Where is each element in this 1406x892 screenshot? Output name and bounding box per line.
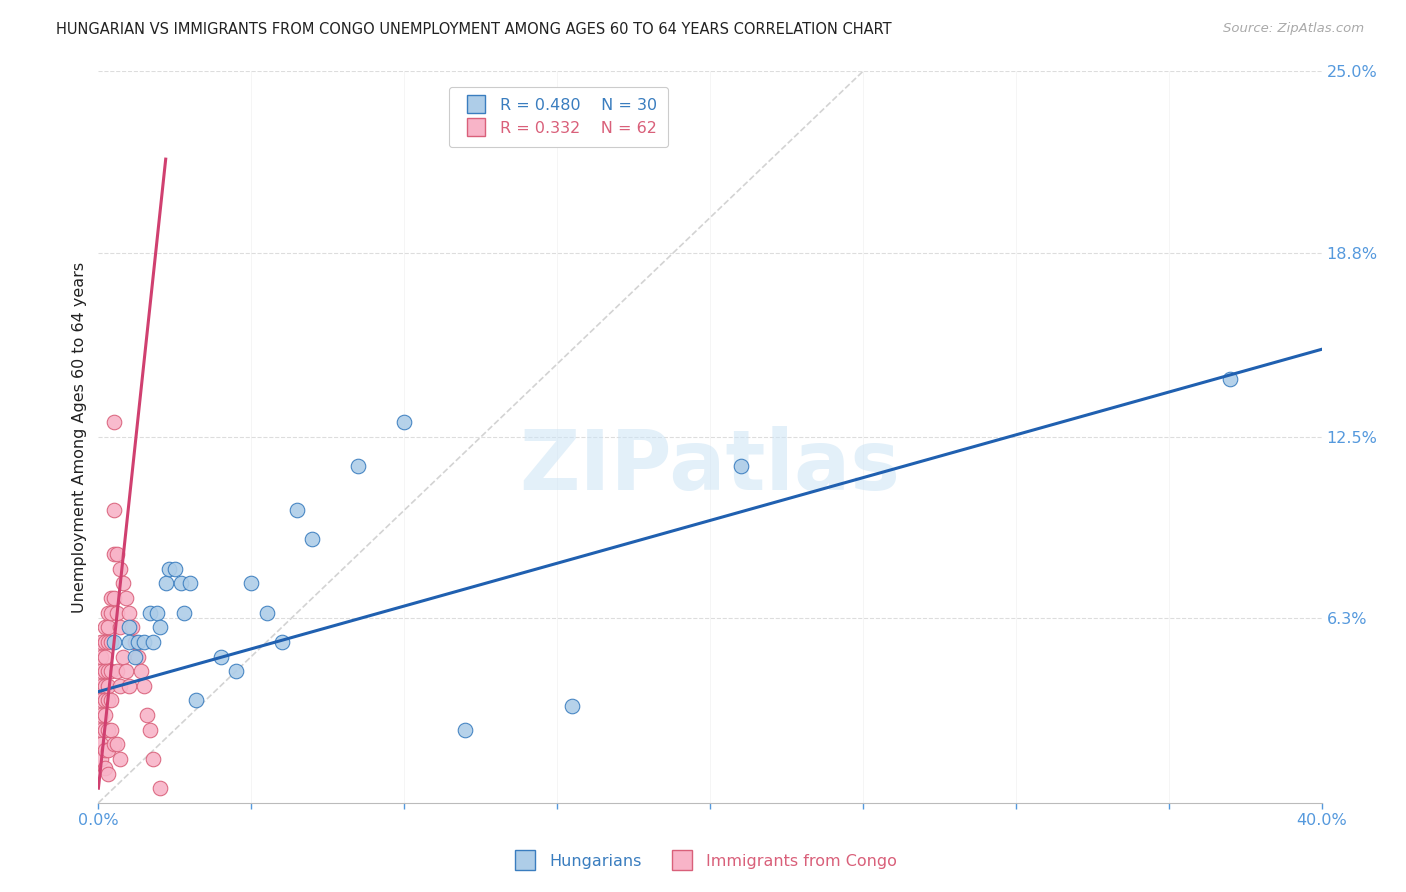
Point <box>127 649 149 664</box>
Point <box>136 708 159 723</box>
Y-axis label: Unemployment Among Ages 60 to 64 years: Unemployment Among Ages 60 to 64 years <box>72 261 87 613</box>
Point <box>97 679 120 693</box>
Point <box>149 781 172 796</box>
Point <box>90 737 112 751</box>
Point <box>97 693 120 707</box>
Point <box>285 503 308 517</box>
Point <box>163 562 186 576</box>
Point <box>90 635 112 649</box>
Point <box>103 503 125 517</box>
Point <box>108 679 131 693</box>
Point <box>1219 371 1241 385</box>
Point <box>93 664 115 678</box>
Point <box>157 562 180 576</box>
Point <box>103 591 125 605</box>
Point <box>93 679 115 693</box>
Point <box>93 649 115 664</box>
Point <box>142 752 165 766</box>
Point <box>134 679 156 693</box>
Point <box>93 620 115 634</box>
Point <box>100 591 122 605</box>
Point <box>100 723 122 737</box>
Point <box>270 635 292 649</box>
Point <box>118 606 141 620</box>
Point <box>90 679 112 693</box>
Point <box>97 606 120 620</box>
Point <box>170 576 193 591</box>
Point <box>90 708 112 723</box>
Point <box>139 606 162 620</box>
Point <box>124 635 146 649</box>
Point <box>142 635 165 649</box>
Point <box>100 635 122 649</box>
Point <box>127 635 149 649</box>
Point <box>93 723 115 737</box>
Point <box>134 635 156 649</box>
Point <box>347 459 370 474</box>
Point <box>97 723 120 737</box>
Point <box>240 576 263 591</box>
Point <box>118 635 141 649</box>
Point <box>108 562 131 576</box>
Point <box>103 547 125 561</box>
Text: Source: ZipAtlas.com: Source: ZipAtlas.com <box>1223 22 1364 36</box>
Point <box>179 576 201 591</box>
Point <box>100 664 122 678</box>
Point <box>139 723 162 737</box>
Point <box>90 664 112 678</box>
Point <box>108 752 131 766</box>
Point <box>256 606 278 620</box>
Point <box>454 723 477 737</box>
Point <box>186 693 208 707</box>
Point <box>105 606 128 620</box>
Text: HUNGARIAN VS IMMIGRANTS FROM CONGO UNEMPLOYMENT AMONG AGES 60 TO 64 YEARS CORREL: HUNGARIAN VS IMMIGRANTS FROM CONGO UNEMP… <box>56 22 891 37</box>
Point <box>301 533 323 547</box>
Point <box>115 591 138 605</box>
Point <box>93 761 115 775</box>
Point <box>97 664 120 678</box>
Point <box>730 459 752 474</box>
Point <box>97 635 120 649</box>
Point <box>105 547 128 561</box>
Point <box>97 766 120 780</box>
Point <box>103 635 125 649</box>
Point <box>103 737 125 751</box>
Point <box>97 620 120 634</box>
Point <box>100 606 122 620</box>
Point <box>121 620 143 634</box>
Point <box>100 693 122 707</box>
Legend: R = 0.480    N = 30, R = 0.332    N = 62: R = 0.480 N = 30, R = 0.332 N = 62 <box>449 87 668 147</box>
Point <box>93 708 115 723</box>
Point <box>90 649 112 664</box>
Point <box>103 416 125 430</box>
Point <box>118 679 141 693</box>
Point <box>129 664 152 678</box>
Point <box>90 752 112 766</box>
Point <box>97 743 120 757</box>
Text: ZIPatlas: ZIPatlas <box>520 425 900 507</box>
Point <box>93 693 115 707</box>
Point <box>90 723 112 737</box>
Point <box>108 620 131 634</box>
Point <box>105 664 128 678</box>
Point <box>90 693 112 707</box>
Point <box>145 606 167 620</box>
Legend: Hungarians, Immigrants from Congo: Hungarians, Immigrants from Congo <box>503 847 903 875</box>
Point <box>173 606 195 620</box>
Point <box>124 649 146 664</box>
Point <box>115 664 138 678</box>
Point <box>392 416 416 430</box>
Point <box>93 743 115 757</box>
Point <box>561 699 583 714</box>
Point <box>225 664 247 678</box>
Point <box>118 620 141 634</box>
Point <box>209 649 232 664</box>
Point <box>111 649 134 664</box>
Point <box>93 635 115 649</box>
Point <box>149 620 172 634</box>
Point <box>111 576 134 591</box>
Point <box>105 737 128 751</box>
Point <box>155 576 177 591</box>
